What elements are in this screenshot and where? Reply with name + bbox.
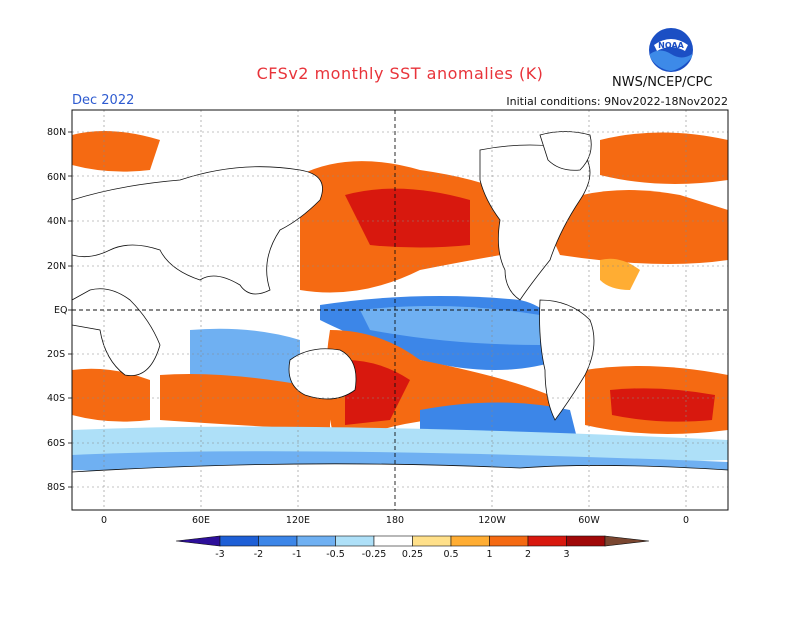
warm-north-atlantic bbox=[540, 190, 728, 264]
colorbar-arrow-low bbox=[175, 535, 221, 547]
svg-text:NOAA: NOAA bbox=[658, 41, 684, 50]
lat-ticks bbox=[68, 131, 72, 488]
chart-title: CFSv2 monthly SST anomalies (K) bbox=[256, 64, 544, 83]
colorbar-swatch bbox=[219, 535, 259, 547]
colorbar-tick-label: 0.25 bbox=[402, 549, 423, 560]
agency-label: NWS/NCEP/CPC bbox=[612, 75, 713, 90]
south-america bbox=[539, 299, 595, 421]
initial-conditions: Initial conditions: 9Nov2022-18Nov2022 bbox=[506, 95, 728, 108]
antarctica bbox=[72, 463, 728, 510]
warm-arctic-atlantic bbox=[600, 132, 728, 184]
colorbar-swatch bbox=[296, 535, 336, 547]
lon-label: 180 bbox=[386, 515, 404, 526]
colorbar-swatch bbox=[450, 535, 490, 547]
lon-label: 60W bbox=[578, 515, 600, 526]
warm-arctic-west bbox=[72, 131, 160, 172]
lat-label: 20S bbox=[47, 349, 65, 360]
colorbar-tick-label: -0.25 bbox=[362, 549, 387, 560]
australia bbox=[288, 348, 357, 400]
forecast-month: Dec 2022 bbox=[72, 93, 135, 108]
lat-label: 80S bbox=[47, 482, 65, 493]
colorbar-swatch bbox=[527, 535, 567, 547]
colorbar: -3 -2 -1 -0.5 -0.25 0.25 0.5 1 2 3 bbox=[175, 535, 650, 560]
colorbar-tick-label: -2 bbox=[254, 549, 263, 560]
cool-equatorial-core bbox=[360, 306, 540, 345]
warm-sw-indian-west bbox=[72, 368, 150, 422]
lon-label: 0 bbox=[683, 515, 689, 526]
warm-south-indian bbox=[160, 374, 330, 430]
lat-axis: 80N 60N 40N 20N EQ 20S 40S 60S 80S bbox=[47, 127, 67, 493]
strong-warm-north-pacific bbox=[345, 188, 470, 248]
lon-label: 120W bbox=[478, 515, 506, 526]
colorbar-tick-label: 3 bbox=[563, 549, 569, 560]
colorbar-tick-label: -3 bbox=[215, 549, 224, 560]
strong-warm-south-atlantic bbox=[610, 388, 715, 422]
lon-label: 120E bbox=[286, 515, 310, 526]
colorbar-swatch bbox=[258, 535, 298, 547]
warm-south-pacific-core bbox=[345, 360, 410, 425]
lat-label: 80N bbox=[47, 127, 66, 138]
colorbar-arrow-high bbox=[604, 535, 650, 547]
coastlines bbox=[72, 131, 728, 510]
noaa-logo: NOAA bbox=[648, 27, 694, 73]
lat-label: EQ bbox=[54, 305, 67, 316]
colorbar-tick-label: -0.5 bbox=[326, 549, 345, 560]
colorbar-swatch bbox=[412, 535, 452, 547]
warm-nw-atlantic-spot bbox=[600, 258, 640, 290]
colorbar-swatch bbox=[566, 535, 606, 547]
colorbar-swatch bbox=[373, 535, 413, 547]
colorbar-tick-label: 0.5 bbox=[443, 549, 458, 560]
lon-axis: 0 60E 120E 180 120W 60W 0 bbox=[101, 515, 689, 526]
lat-label: 60S bbox=[47, 438, 65, 449]
lat-label: 60N bbox=[47, 172, 66, 183]
lat-label: 40N bbox=[47, 216, 66, 227]
anomaly-field bbox=[72, 110, 728, 510]
colorbar-tick-label: 1 bbox=[486, 549, 492, 560]
colorbar-swatch bbox=[489, 535, 529, 547]
colorbar-swatch bbox=[335, 535, 375, 547]
eurasia-africa bbox=[72, 166, 323, 377]
lon-label: 60E bbox=[192, 515, 210, 526]
lon-label: 0 bbox=[101, 515, 107, 526]
colorbar-tick-label: -1 bbox=[292, 549, 301, 560]
colorbar-tick-label: 2 bbox=[525, 549, 531, 560]
lat-label: 20N bbox=[47, 261, 66, 272]
lat-label: 40S bbox=[47, 393, 65, 404]
